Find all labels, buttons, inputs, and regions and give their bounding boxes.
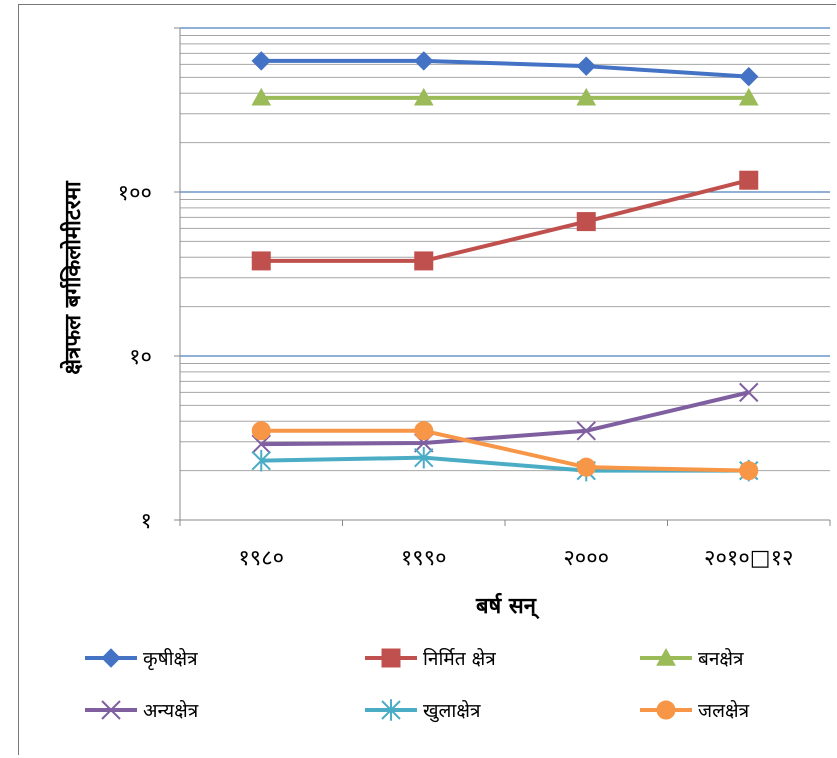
series-circle [251, 421, 759, 481]
y-tick-label: १०० [118, 181, 152, 206]
y-tick-labels: १ १० १०० [118, 27, 180, 534]
y-tick-label: १ [141, 509, 152, 534]
y-axis-title: क्षेत्रफल बर्गकिलोमीटरमा [59, 180, 86, 375]
data-point-triangle [738, 87, 759, 106]
gridlines [180, 27, 830, 472]
legend: कृषीक्षेत्र निर्मित क्षेत्र बनक्षेत्र अन्यक… [85, 647, 750, 723]
legend-item: खुलाक्षेत्र [365, 699, 481, 723]
legend-marker-star [381, 699, 401, 721]
y-tick-label: १० [129, 345, 152, 370]
series-lines [251, 51, 759, 482]
legend-item: अन्यक्षेत्र [85, 699, 199, 722]
legend-label: निर्मित क्षेत्र [423, 647, 496, 670]
x-tick-labels: १९८० १९९० २००० २०१०□१२ [179, 520, 831, 571]
data-point-square [414, 251, 434, 271]
legend-item: बनक्षेत्र [640, 647, 744, 670]
x-tick-label: १९८० [238, 546, 284, 571]
x-tick-label: १९९० [401, 546, 447, 571]
data-point-x [251, 434, 271, 454]
legend-marker-x [101, 700, 121, 720]
data-point-triangle [576, 87, 597, 106]
data-point-circle [251, 421, 271, 441]
data-point-star [414, 446, 434, 469]
data-point-star [251, 449, 271, 472]
legend-marker-triangle [656, 647, 676, 666]
legend-label: बनक्षेत्र [698, 647, 744, 670]
data-point-triangle [251, 87, 272, 106]
legend-item: निर्मित क्षेत्र [365, 647, 496, 670]
legend-marker-square [381, 648, 401, 668]
series-x [251, 382, 759, 454]
chart-frame [18, 4, 836, 755]
data-point-x [576, 421, 596, 441]
legend-label: जलक्षेत्र [698, 699, 750, 722]
x-tick-label: २००० [563, 546, 609, 571]
series-star [251, 446, 759, 482]
data-point-circle [739, 461, 759, 481]
data-point-x [739, 382, 759, 403]
data-point-diamond [739, 66, 759, 87]
data-point-circle [414, 421, 434, 441]
data-point-diamond [414, 51, 434, 71]
data-point-diamond [576, 56, 596, 76]
data-point-square [251, 251, 271, 271]
series-line [261, 178, 750, 263]
legend-item: कृषीक्षेत्र [85, 647, 198, 671]
legend-marker-diamond [101, 648, 121, 668]
data-point-triangle [413, 87, 434, 106]
data-point-diamond [251, 51, 271, 71]
series-diamond [251, 51, 759, 87]
legend-label: अन्यक्षेत्र [143, 699, 199, 722]
series-square [251, 170, 759, 271]
series-line [261, 58, 749, 79]
series-line [261, 428, 749, 473]
series-triangle [251, 87, 759, 106]
series-line [261, 390, 750, 447]
x-axis-title: बर्ष सन् [475, 592, 540, 620]
legend-label: खुलाक्षेत्र [423, 699, 481, 723]
data-point-square [576, 212, 596, 232]
legend-label: कृषीक्षेत्र [143, 647, 198, 671]
x-tick-label: २०१०□१२ [704, 546, 793, 571]
axes [179, 28, 830, 521]
data-point-circle [576, 457, 596, 477]
legend-item: जलक्षेत्र [640, 699, 750, 722]
data-point-square [739, 170, 759, 190]
legend-marker-circle [656, 700, 676, 720]
